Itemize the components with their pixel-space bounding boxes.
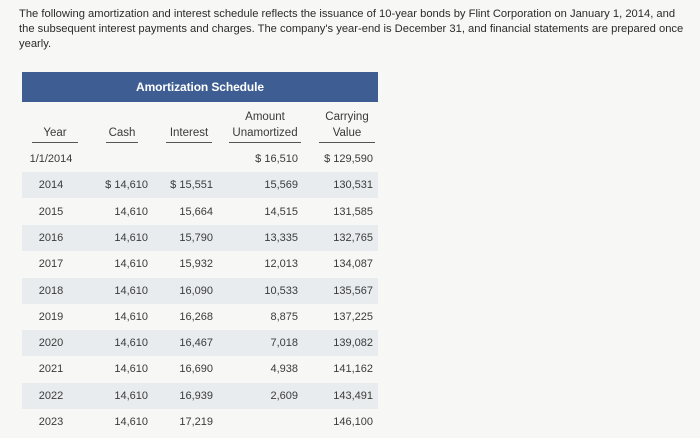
header-cash: Cash xyxy=(106,126,138,143)
cash-cell: 14,610 xyxy=(114,231,148,244)
carrying-value-cell: 134,087 xyxy=(333,258,373,271)
carrying-value-cell: 137,225 xyxy=(333,310,373,323)
year-cell: 2017 xyxy=(38,258,64,271)
year-cell: 2014 xyxy=(38,179,64,192)
carrying-value-cell: 141,162 xyxy=(333,363,373,376)
header-underline xyxy=(319,142,375,143)
cash-cell: 14,610 xyxy=(114,363,148,376)
problem-statement: The following amortization and interest … xyxy=(19,8,684,50)
cash-cell: 14,610 xyxy=(114,205,148,218)
cash-cell: $ 14,610 xyxy=(105,179,148,192)
header-amount-label: Amount xyxy=(245,111,285,123)
header-underline xyxy=(229,142,301,143)
header-value-label: Value xyxy=(332,127,362,139)
header-amount-unamortized: Amount Unamortized xyxy=(229,110,301,143)
table-row: 2015 14,610 15,664 14,515 131,585 xyxy=(22,199,378,225)
amount-unamortized-cell: 4,938 xyxy=(270,363,298,376)
amount-unamortized-cell: 14,515 xyxy=(264,205,298,218)
carrying-value-cell: 135,567 xyxy=(333,284,373,297)
header-interest-label: Interest xyxy=(169,127,209,139)
interest-cell: 15,932 xyxy=(179,258,213,271)
year-cell: 2018 xyxy=(38,284,64,297)
year-cell: 2015 xyxy=(38,205,64,218)
header-year-label: Year xyxy=(43,127,67,139)
header-interest: Interest xyxy=(166,126,212,143)
header-underline xyxy=(32,142,78,143)
cash-cell: 14,610 xyxy=(114,258,148,271)
table-row: 2019 14,610 16,268 8,875 137,225 xyxy=(22,304,378,330)
amount-unamortized-cell: $ 16,510 xyxy=(255,153,298,165)
year-cell: 1/1/2014 xyxy=(29,153,73,165)
amount-unamortized-cell: 10,533 xyxy=(264,284,298,297)
amount-unamortized-cell: 8,875 xyxy=(270,310,298,323)
interest-cell: 16,090 xyxy=(179,284,213,297)
interest-cell xyxy=(160,146,213,172)
carrying-value-cell: 130,531 xyxy=(333,179,373,192)
year-cell: 2019 xyxy=(38,310,64,323)
header-underline xyxy=(166,142,212,143)
amount-unamortized-cell: 13,335 xyxy=(264,231,298,244)
cash-cell: 14,610 xyxy=(114,389,148,402)
header-carrying-value: Carrying Value xyxy=(319,110,375,143)
interest-cell: 15,790 xyxy=(179,231,213,244)
header-underline xyxy=(106,142,138,143)
interest-cell: 16,467 xyxy=(179,337,213,350)
interest-cell: 15,664 xyxy=(179,205,213,218)
amount-unamortized-cell: 7,018 xyxy=(270,337,298,350)
table-row: 2014 $ 14,610 $ 15,551 15,569 130,531 xyxy=(22,172,378,199)
amount-unamortized-cell: 15,569 xyxy=(264,179,298,192)
carrying-value-cell: $ 129,590 xyxy=(324,153,373,165)
table-row: 1/1/2014 $ 16,510 $ 129,590 xyxy=(22,146,378,172)
header-year: Year xyxy=(32,126,78,143)
year-cell: 2016 xyxy=(38,231,64,244)
table-row: 2023 14,610 17,219 146,100 xyxy=(22,409,378,435)
table-row: 2017 14,610 15,932 12,013 134,087 xyxy=(22,251,378,277)
table-row: 2020 14,610 16,467 7,018 139,082 xyxy=(22,330,378,357)
cash-cell xyxy=(96,146,148,172)
table-row: 2016 14,610 15,790 13,335 132,765 xyxy=(22,224,378,251)
carrying-value-cell: 143,491 xyxy=(333,389,373,402)
interest-cell: 16,268 xyxy=(179,310,213,323)
year-cell: 2021 xyxy=(38,363,64,376)
amount-unamortized-cell xyxy=(238,409,298,435)
amount-unamortized-cell: 2,609 xyxy=(270,389,298,402)
cash-cell: 14,610 xyxy=(114,337,148,350)
table-title: Amortization Schedule xyxy=(22,72,378,102)
amount-unamortized-cell: 12,013 xyxy=(264,258,298,271)
year-cell: 2022 xyxy=(38,389,64,402)
year-cell: 2023 xyxy=(38,416,64,428)
carrying-value-cell: 146,100 xyxy=(333,416,373,428)
table-row: 2018 14,610 16,090 10,533 135,567 xyxy=(22,277,378,304)
interest-cell: 16,690 xyxy=(179,363,213,376)
cash-cell: 14,610 xyxy=(114,310,148,323)
interest-cell: 17,219 xyxy=(179,416,213,428)
carrying-value-cell: 131,585 xyxy=(333,205,373,218)
table-row: 2021 14,610 16,690 4,938 141,162 xyxy=(22,356,378,382)
carrying-value-cell: 139,082 xyxy=(333,337,373,350)
header-carrying-label: Carrying xyxy=(325,111,369,123)
header-cash-label: Cash xyxy=(108,127,136,139)
interest-cell: 16,939 xyxy=(179,389,213,402)
table-row: 2022 14,610 16,939 2,609 143,491 xyxy=(22,382,378,409)
carrying-value-cell: 132,765 xyxy=(333,231,373,244)
interest-cell: $ 15,551 xyxy=(170,179,213,192)
cash-cell: 14,610 xyxy=(114,284,148,297)
year-cell: 2020 xyxy=(38,337,64,350)
header-unamortized-label: Unamortized xyxy=(232,127,298,139)
cash-cell: 14,610 xyxy=(114,416,148,428)
